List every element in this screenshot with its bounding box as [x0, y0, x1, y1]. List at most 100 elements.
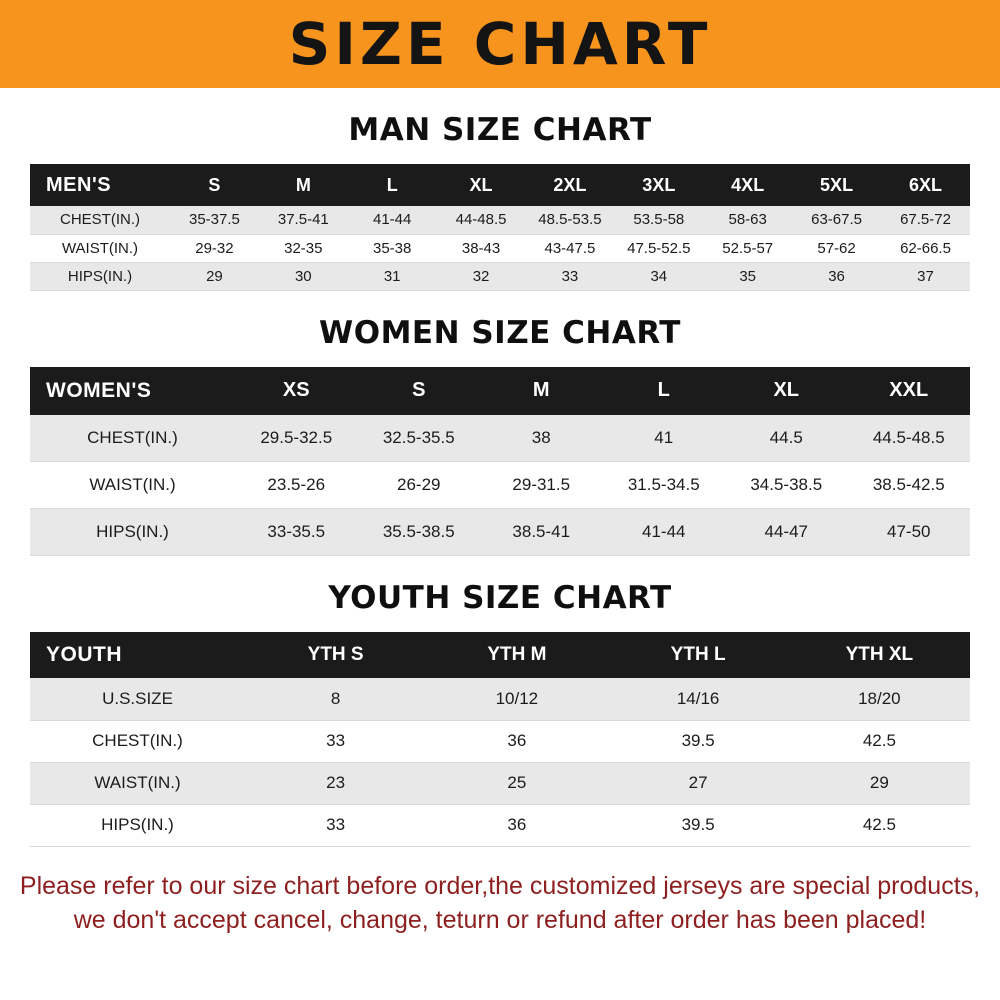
title-banner: SIZE CHART [0, 0, 1000, 88]
table-row: WAIST(IN.) 23.5-26 26-29 29-31.5 31.5-34.5 34… [30, 461, 970, 509]
table-header-row: MEN'S S M L XL 2XL 3XL 4XL 5XL 6XL [30, 164, 970, 206]
table-row: HIPS(IN.) 29 30 31 32 33 34 35 36 37 [30, 262, 970, 290]
womens-size-table: WOMEN'S XS S M L XL XXL CHEST(IN.) 29.5-32.5 32.5… [30, 366, 970, 557]
size-value-cell: 33 [326, 731, 346, 750]
table-row: WAIST(IN.) 29-32 32-35 35-38 38-43 43-47.5 47.… [30, 234, 970, 262]
table-row: HIPS(IN.) 33 36 39.5 42.5 [30, 804, 970, 846]
row-label: CHEST(IN.) [87, 427, 178, 447]
size-value-cell: 44.5-48.5 [872, 427, 945, 447]
mens-size-table: MEN'S S M L XL 2XL 3XL 4XL 5XL 6XL CHEST(IN.) 35-37… [30, 164, 970, 291]
womens-size-section: WOMEN SIZE CHART WOMEN'S XS S M L XL XXL CHEST(… [0, 315, 1000, 557]
size-column-header: M [258, 164, 348, 206]
size-column-header: YTH M [426, 632, 608, 678]
size-column-header: S [357, 366, 480, 415]
size-value-cell: 37.5-41 [277, 211, 329, 229]
size-value-cell: 14/16 [676, 688, 720, 708]
size-column-header: XL [436, 164, 526, 206]
size-column-header: YTH S [245, 632, 427, 678]
size-value-cell: 47.5-52.5 [627, 239, 691, 257]
size-value-cell: 34 [650, 267, 668, 285]
size-value-cell: 63-67.5 [811, 211, 862, 229]
size-value-cell: 35.5-38.5 [382, 522, 455, 541]
table-row: HIPS(IN.) 33-35.5 35.5-38.5 38.5-41 41-44 44-… [30, 508, 970, 556]
table-header-row: YOUTH YTH S YTH M YTH L YTH XL [30, 632, 970, 678]
size-value-cell: 44.5 [769, 427, 803, 447]
size-value-cell: 33-35.5 [267, 522, 326, 541]
footer-note-line-2: we don't accept cancel, change, teturn o… [73, 906, 927, 934]
size-value-cell: 38-43 [461, 239, 501, 257]
youth-chart-heading: YOUTH SIZE CHART [328, 580, 672, 616]
size-value-cell: 44-47 [764, 522, 808, 541]
size-value-cell: 23 [326, 773, 346, 792]
table-corner-label: MEN'S [30, 164, 170, 206]
page-title: SIZE CHART [288, 10, 712, 78]
row-label: WAIST(IN.) [94, 773, 181, 792]
size-value-cell: 38.5-41 [512, 522, 571, 541]
size-value-cell: 42.5 [862, 815, 896, 834]
size-value-cell: 34.5-38.5 [750, 475, 823, 494]
size-value-cell: 39.5 [681, 815, 715, 834]
size-chart-page: SIZE CHART MAN SIZE CHART MEN'S S M L XL 2XL 3… [0, 0, 1000, 934]
row-label: WAIST(IN.) [61, 239, 139, 257]
size-value-cell: 33 [561, 267, 579, 285]
size-value-cell: 41-44 [373, 211, 412, 229]
size-column-header: YTH L [607, 632, 789, 678]
size-value-cell: 26-29 [397, 475, 441, 494]
row-label: CHEST(IN.) [60, 211, 140, 229]
size-value-cell: 62-66.5 [900, 239, 951, 257]
size-value-cell: 18/20 [858, 688, 901, 708]
size-column-header: 3XL [614, 164, 704, 206]
size-value-cell: 30 [294, 267, 312, 285]
size-value-cell: 37 [917, 267, 934, 285]
size-column-header: 4XL [703, 164, 793, 206]
size-value-cell: 42.5 [862, 731, 896, 750]
size-column-header: XXL [847, 366, 970, 415]
mens-size-section: MAN SIZE CHART MEN'S S M L XL 2XL 3XL 4XL 5XL 6XL… [0, 112, 1000, 291]
size-column-header: 2XL [525, 164, 615, 206]
size-value-cell: 32.5-35.5 [382, 427, 455, 447]
size-column-header: M [480, 366, 603, 415]
size-value-cell: 10/12 [495, 688, 539, 708]
size-value-cell: 25 [507, 773, 527, 792]
size-column-header: 5XL [792, 164, 881, 206]
size-value-cell: 53.5-58 [633, 211, 685, 229]
size-value-cell: 29-31.5 [512, 475, 571, 494]
size-value-cell: 35-37.5 [189, 211, 240, 229]
youth-size-table: YOUTH YTH S YTH M YTH L YTH XL U.S.SIZE 8 10/12… [30, 632, 970, 847]
size-column-header: XS [235, 366, 358, 415]
row-label: CHEST(IN.) [92, 731, 183, 750]
row-label: HIPS(IN.) [67, 267, 133, 285]
size-column-header: S [170, 164, 259, 206]
size-value-cell: 36 [507, 731, 527, 750]
size-value-cell: 27 [688, 773, 708, 792]
size-value-cell: 29 [206, 267, 223, 285]
size-value-cell: 41 [654, 427, 674, 447]
size-value-cell: 35 [739, 267, 757, 285]
size-value-cell: 44-48.5 [455, 211, 507, 229]
mens-chart-heading: MAN SIZE CHART [348, 112, 652, 148]
size-column-header: YTH XL [788, 632, 970, 678]
youth-size-section: YOUTH SIZE CHART YOUTH YTH S YTH M YTH L YTH… [0, 580, 1000, 847]
size-column-header: L [347, 164, 437, 206]
size-value-cell: 31 [383, 267, 401, 285]
table-corner-label: YOUTH [30, 632, 245, 678]
size-value-cell: 29.5-32.5 [260, 427, 333, 447]
size-value-cell: 38.5-42.5 [872, 475, 945, 494]
womens-chart-heading: WOMEN SIZE CHART [319, 314, 681, 351]
size-value-cell: 31.5-34.5 [627, 475, 700, 494]
size-value-cell: 41-44 [642, 522, 686, 541]
table-row: WAIST(IN.) 23 25 27 29 [30, 762, 970, 804]
size-value-cell: 36 [828, 267, 845, 285]
size-value-cell: 67.5-72 [900, 211, 951, 229]
table-row: U.S.SIZE 8 10/12 14/16 18/20 [30, 678, 970, 720]
size-value-cell: 32-35 [284, 239, 323, 257]
row-label: HIPS(IN.) [96, 522, 169, 541]
table-row: CHEST(IN.) 29.5-32.5 32.5-35.5 38 41 44.5 44.5… [30, 414, 970, 462]
size-value-cell: 52.5-57 [722, 239, 774, 257]
size-value-cell: 58-63 [728, 211, 767, 229]
size-column-header: 6XL [881, 164, 970, 206]
size-value-cell: 29 [869, 773, 889, 792]
size-value-cell: 35-38 [373, 239, 412, 257]
size-value-cell: 39.5 [681, 731, 715, 750]
size-column-header: L [602, 366, 725, 415]
